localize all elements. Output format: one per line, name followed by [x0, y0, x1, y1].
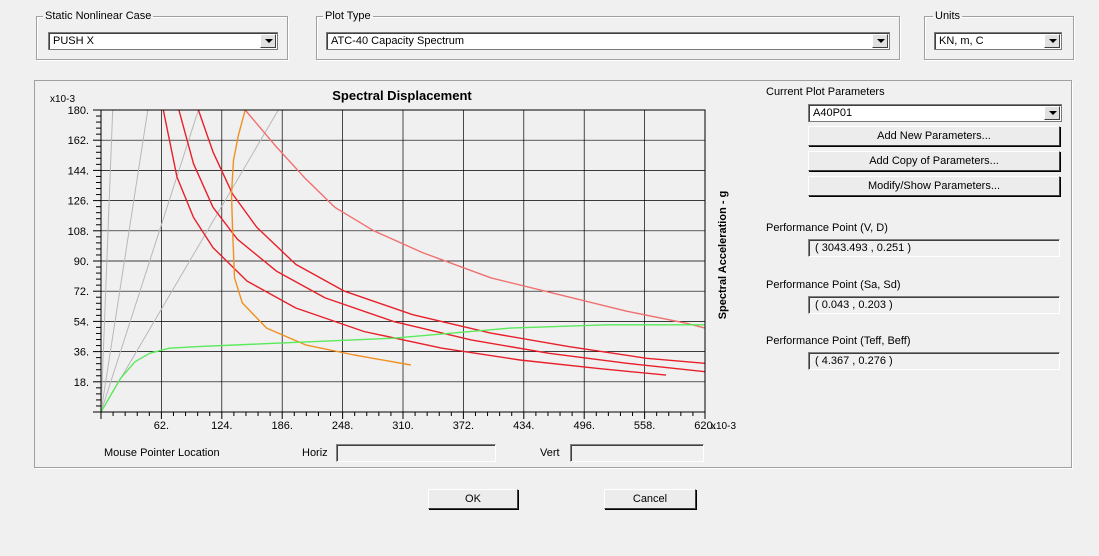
- plot-parameters-value: A40P01: [813, 107, 853, 119]
- period-curve: [100, 109, 279, 413]
- units-value: KN, m, C: [939, 35, 984, 47]
- performance-point-teff-value: ( 4.367 , 0.276 ): [815, 355, 893, 367]
- plot-panel: [34, 80, 1072, 468]
- plot-type-select[interactable]: ATC-40 Capacity Spectrum: [326, 32, 890, 50]
- performance-point-sasd-label: Performance Point (Sa, Sd): [766, 279, 901, 291]
- performance-point-vd-value: ( 3043.493 , 0.251 ): [815, 242, 912, 254]
- units-select[interactable]: KN, m, C: [934, 32, 1062, 50]
- vert-field: [570, 444, 704, 462]
- chart-title: Spectral Displacement: [332, 88, 472, 103]
- x-tick-label: 372.: [453, 420, 474, 432]
- horiz-label: Horiz: [302, 447, 328, 459]
- demand_reduced-curve: [244, 109, 706, 329]
- y-tick-label: 144.: [68, 165, 89, 177]
- y-tick-label: 162.: [68, 135, 89, 147]
- demand-curve: [197, 109, 706, 364]
- plot-type-group: Plot Type: [316, 10, 900, 60]
- units-label: Units: [935, 10, 961, 22]
- x-tick-label: 248.: [332, 420, 353, 432]
- capacity-spectrum-chart[interactable]: Spectral Displacement x10-3 x10-3 Spectr…: [0, 0, 1099, 470]
- x-tick-label: 310.: [392, 420, 413, 432]
- performance-point-vd-label: Performance Point (V, D): [766, 222, 888, 234]
- performance-point-teff-label: Performance Point (Teff, Beff): [766, 335, 911, 347]
- x-scale-label: x10-3: [711, 421, 736, 432]
- x-tick-label: 124.: [211, 420, 232, 432]
- chevron-down-icon[interactable]: [1044, 106, 1060, 120]
- y-axis-label: Spectral Acceleration - g: [717, 191, 729, 320]
- plot-type-label: Plot Type: [325, 10, 371, 22]
- static-nonlinear-case-group: Static Nonlinear Case: [36, 10, 288, 60]
- x-tick-label: 62.: [154, 420, 169, 432]
- period-curve: [100, 109, 199, 413]
- demand-curve: [178, 109, 706, 373]
- vert-label: Vert: [540, 447, 560, 459]
- demand-curve: [162, 109, 667, 376]
- performance-point-vd-field: ( 3043.493 , 0.251 ): [808, 239, 1060, 257]
- y-tick-label: 72.: [74, 286, 89, 298]
- add-copy-parameters-button[interactable]: Add Copy of Parameters...: [808, 151, 1060, 171]
- cancel-button[interactable]: Cancel: [604, 489, 696, 509]
- units-group: Units: [924, 10, 1074, 60]
- x-tick-label: 496.: [573, 420, 594, 432]
- plot-area: [100, 109, 706, 413]
- ok-button[interactable]: OK: [428, 489, 518, 509]
- x-tick-label: 186.: [271, 420, 292, 432]
- static-nonlinear-case-label: Static Nonlinear Case: [45, 10, 152, 22]
- plot-parameters-select[interactable]: A40P01: [808, 104, 1062, 122]
- static-nonlinear-case-select[interactable]: PUSH X: [48, 32, 278, 50]
- x-tick-label: 558.: [634, 420, 655, 432]
- plot-type-value: ATC-40 Capacity Spectrum: [331, 35, 465, 47]
- chevron-down-icon[interactable]: [260, 34, 276, 48]
- period-curve: [100, 109, 114, 413]
- chevron-down-icon[interactable]: [1044, 34, 1060, 48]
- static-nonlinear-case-value: PUSH X: [53, 35, 94, 47]
- chevron-down-icon[interactable]: [872, 34, 888, 48]
- y-scale-label: x10-3: [50, 94, 75, 105]
- y-tick-label: 36.: [74, 347, 89, 359]
- modify-show-parameters-button[interactable]: Modify/Show Parameters...: [808, 176, 1060, 196]
- adrs-curve: [230, 109, 411, 366]
- y-tick-label: 108.: [68, 226, 89, 238]
- mouse-pointer-location-label: Mouse Pointer Location: [104, 447, 220, 459]
- y-tick-label: 180.: [68, 105, 89, 117]
- current-plot-parameters-label: Current Plot Parameters: [766, 86, 885, 98]
- x-tick-label: 620.: [694, 420, 715, 432]
- y-tick-label: 126.: [68, 196, 89, 208]
- y-tick-label: 18.: [74, 377, 89, 389]
- horiz-field: [336, 444, 496, 462]
- performance-point-sasd-field: ( 0.043 , 0.203 ): [808, 296, 1060, 314]
- period-curve: [100, 109, 149, 413]
- y-tick-label: 54.: [74, 316, 89, 328]
- add-new-parameters-button[interactable]: Add New Parameters...: [808, 126, 1060, 146]
- x-tick-label: 434.: [513, 420, 534, 432]
- performance-point-sasd-value: ( 0.043 , 0.203 ): [815, 299, 893, 311]
- performance-point-teff-field: ( 4.367 , 0.276 ): [808, 352, 1060, 370]
- y-tick-label: 90.: [74, 256, 89, 268]
- capacity-curve: [100, 324, 705, 413]
